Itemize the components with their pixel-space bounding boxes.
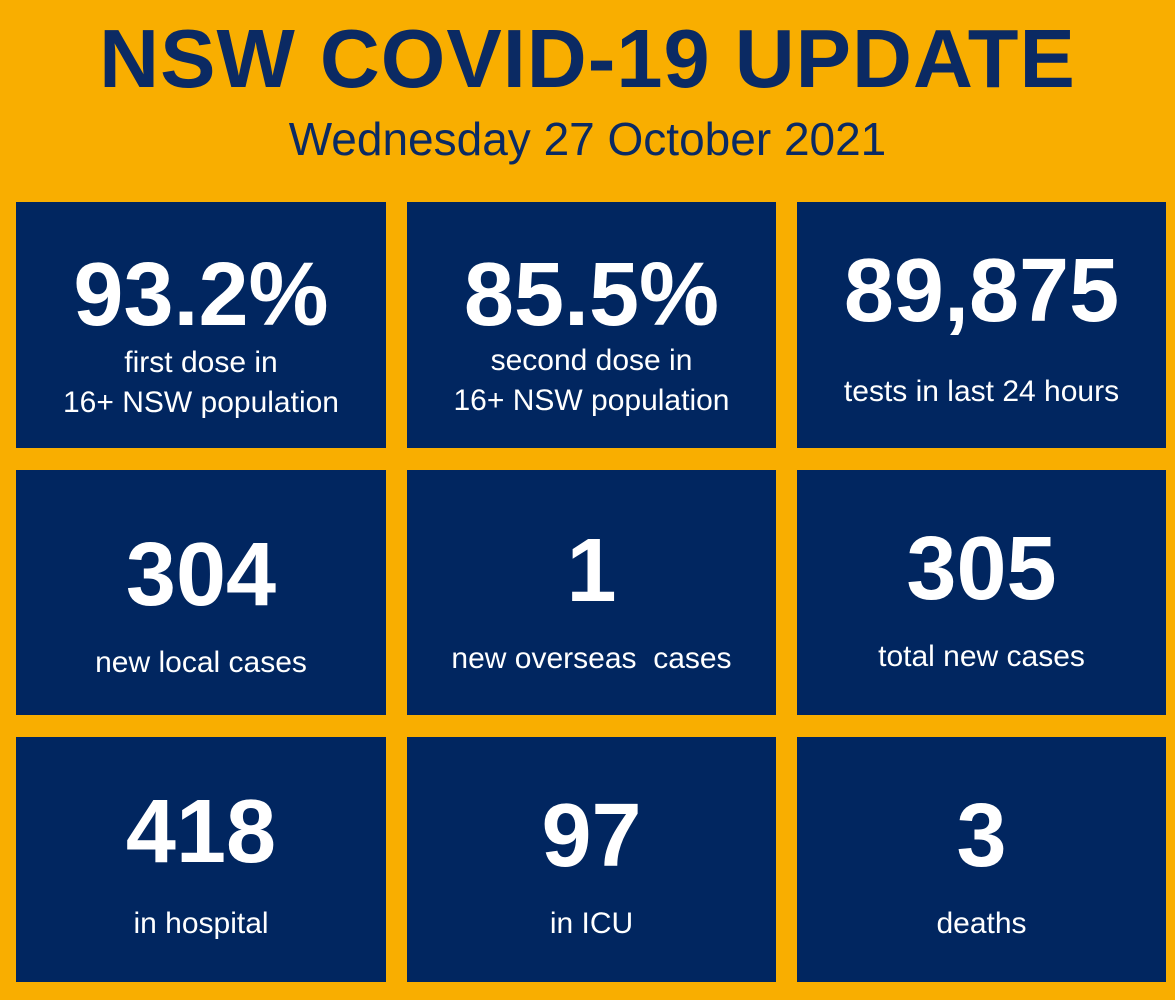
stat-value: 418 <box>125 782 277 882</box>
stat-value: 93.2% <box>73 245 329 345</box>
stat-tile-overseas-cases: 1 new overseas cases <box>407 470 776 715</box>
stat-label: new overseas cases <box>451 642 732 675</box>
stat-label: total new cases <box>878 640 1085 673</box>
update-date: Wednesday 27 October 2021 <box>288 113 887 165</box>
stat-label: in ICU <box>549 907 634 940</box>
stat-label: in hospital <box>133 907 269 940</box>
stat-label: 16+ NSW population <box>453 384 730 417</box>
stat-value: 97 <box>541 786 642 886</box>
stat-value: 89,875 <box>843 241 1120 341</box>
stat-label: second dose in <box>490 344 693 377</box>
stat-value: 304 <box>125 525 277 625</box>
stat-label: tests in last 24 hours <box>843 375 1120 408</box>
stat-value: 305 <box>906 519 1057 619</box>
stat-label: deaths <box>936 907 1027 940</box>
stat-label: first dose in <box>124 346 278 379</box>
stat-tile-deaths: 3 deaths <box>797 737 1166 982</box>
stat-tile-hospital: 418 in hospital <box>16 737 386 982</box>
stat-tile-total-cases: 305 total new cases <box>797 470 1166 715</box>
page-title: NSW COVID-19 UPDATE <box>99 12 1076 105</box>
stat-value: 85.5% <box>463 245 720 345</box>
stat-tile-first-dose: 93.2% first dose in 16+ NSW population <box>16 202 386 448</box>
stat-label: new local cases <box>95 646 307 679</box>
stat-value: 3 <box>956 786 1007 886</box>
stat-tile-local-cases: 304 new local cases <box>16 470 386 715</box>
stat-value: 1 <box>566 521 617 621</box>
stat-tile-tests: 89,875 tests in last 24 hours <box>797 202 1166 448</box>
stat-tile-icu: 97 in ICU <box>407 737 776 982</box>
stat-label: 16+ NSW population <box>62 386 339 419</box>
stat-tile-second-dose: 85.5% second dose in 16+ NSW population <box>407 202 776 448</box>
